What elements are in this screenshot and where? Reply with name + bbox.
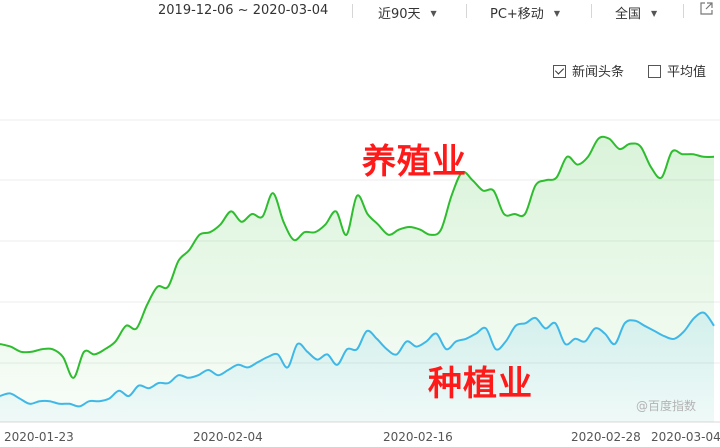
- toolbar-divider: [466, 4, 467, 18]
- x-tick-label: 2020-02-04: [193, 430, 263, 444]
- device-dropdown[interactable]: PC+移动 ▼: [490, 3, 560, 22]
- x-tick-label: 2020-01-23: [4, 430, 74, 444]
- region-dropdown-label: 全国: [615, 7, 642, 22]
- x-tick-label: 2020-03-04: [651, 430, 720, 444]
- share-icon[interactable]: [700, 2, 713, 15]
- region-dropdown[interactable]: 全国 ▼: [615, 3, 657, 22]
- toolbar-divider: [591, 4, 592, 18]
- device-dropdown-label: PC+移动: [490, 7, 544, 22]
- annotation-livestock: 养殖业: [362, 142, 467, 182]
- toolbar-divider: [683, 4, 684, 18]
- chart-lines: [0, 135, 715, 408]
- legend-item-average[interactable]: 平均值: [648, 61, 706, 80]
- series-crops-area: [0, 312, 714, 422]
- legend-item-news[interactable]: 新闻头条: [553, 61, 624, 80]
- x-tick-label: 2020-02-16: [383, 430, 453, 444]
- legend-label-average: 平均值: [667, 65, 707, 80]
- series-crops-line: [0, 311, 715, 408]
- caret-down-icon: ▼: [430, 9, 437, 18]
- chart-areas: [0, 136, 714, 422]
- annotation-crops: 种植业: [428, 364, 533, 404]
- watermark-baidu-index: @百度指数: [636, 399, 697, 413]
- caret-down-icon: ▼: [553, 9, 560, 18]
- date-range-display[interactable]: 2019-12-06 ~ 2020-03-04: [158, 3, 329, 18]
- period-dropdown[interactable]: 近90天 ▼: [378, 3, 437, 22]
- toolbar-divider: [352, 4, 353, 18]
- series-livestock-line: [0, 135, 715, 379]
- toolbar: 2019-12-06 ~ 2020-03-04 近90天 ▼ PC+移动 ▼ 全国 ▼: [0, 0, 720, 26]
- checkbox-checked-icon[interactable]: [553, 65, 566, 78]
- legend-label-news: 新闻头条: [572, 65, 625, 80]
- checkbox-icon[interactable]: [648, 65, 661, 78]
- x-tick-label: 2020-02-28: [571, 430, 641, 444]
- caret-down-icon: ▼: [651, 9, 658, 18]
- period-dropdown-label: 近90天: [378, 7, 421, 22]
